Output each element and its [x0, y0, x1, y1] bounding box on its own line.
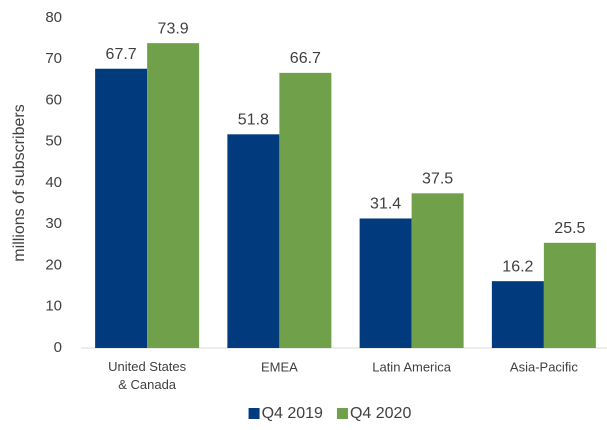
x-tick-label: United States & Canada: [108, 359, 187, 392]
bar: [359, 218, 412, 348]
y-tick-label: 80: [45, 9, 62, 26]
data-label: 73.9: [158, 20, 189, 37]
legend: Q4 2019 Q4 2020: [248, 405, 411, 422]
bar: [543, 242, 596, 348]
bar: [227, 134, 280, 348]
legend-label: Q4 2020: [350, 405, 411, 422]
y-tick-label: 0: [54, 339, 62, 356]
y-tick-label: 40: [45, 174, 62, 191]
legend-swatch: [248, 408, 260, 419]
data-label: 37.5: [422, 171, 453, 188]
legend-swatch: [336, 408, 348, 419]
data-label: 31.4: [370, 196, 401, 213]
y-tick-label: 10: [45, 298, 62, 315]
data-label: 16.2: [502, 258, 533, 275]
legend-label: Q4 2019: [262, 405, 323, 422]
data-label: 25.5: [554, 220, 585, 237]
bar: [491, 281, 544, 348]
bar: [411, 193, 464, 348]
data-label: 66.7: [290, 50, 321, 67]
x-tick-label: Asia-Pacific: [510, 359, 578, 374]
y-tick-label: 60: [45, 91, 62, 108]
y-tick-label: 70: [45, 50, 62, 67]
bar: [147, 43, 200, 348]
x-tick-label: EMEA: [261, 359, 298, 374]
y-tick-label: 20: [45, 256, 62, 273]
y-axis-title: millions of subscribers: [11, 104, 28, 261]
bar: [279, 72, 332, 349]
y-tick-label: 50: [45, 133, 62, 150]
bar: [95, 68, 148, 349]
data-label: 51.8: [238, 112, 269, 129]
y-tick-label: 30: [45, 215, 62, 232]
data-label: 67.7: [106, 46, 137, 63]
x-tick-label: Latin America: [372, 359, 452, 374]
